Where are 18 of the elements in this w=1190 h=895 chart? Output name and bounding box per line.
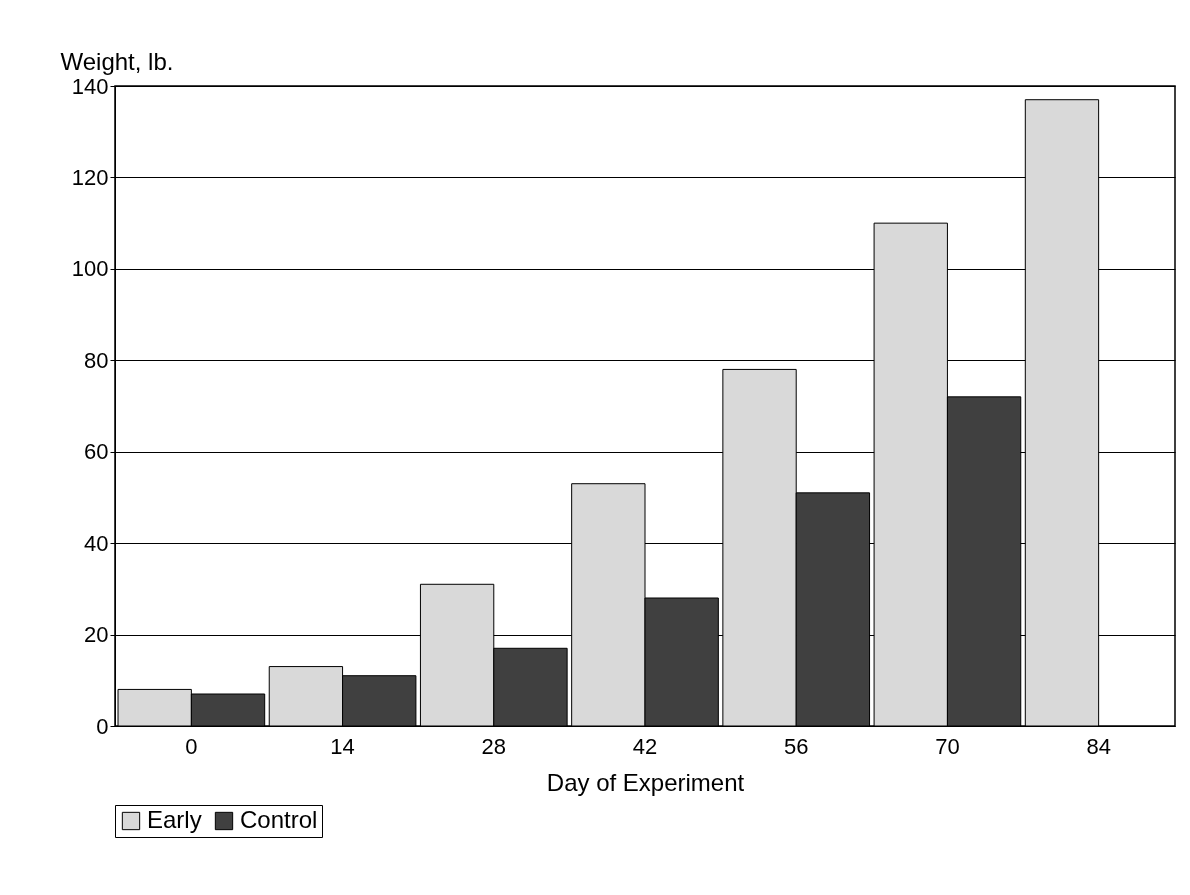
y-tick-label: 0 bbox=[96, 713, 109, 739]
y-tick-label: 40 bbox=[84, 530, 109, 556]
legend-label: Control bbox=[240, 806, 318, 833]
x-tick-label: 84 bbox=[1086, 733, 1111, 759]
legend-label: Early bbox=[147, 806, 202, 833]
x-tick-label: 70 bbox=[935, 733, 960, 759]
y-axis-title: Weight, lb. bbox=[60, 47, 174, 75]
x-axis-title: Day of Experiment bbox=[546, 768, 745, 796]
y-tick-label: 100 bbox=[71, 256, 109, 282]
y-tick-label: 80 bbox=[84, 347, 109, 373]
x-tick-label: 0 bbox=[185, 733, 198, 759]
y-tick-label: 20 bbox=[84, 622, 109, 648]
x-tick-label: 56 bbox=[783, 733, 809, 759]
y-tick-label: 120 bbox=[71, 164, 109, 190]
y-tick-label: 60 bbox=[84, 439, 109, 465]
x-tick-label: 42 bbox=[632, 733, 658, 759]
x-tick-label: 14 bbox=[330, 733, 355, 759]
x-tick-label: 28 bbox=[481, 733, 507, 759]
